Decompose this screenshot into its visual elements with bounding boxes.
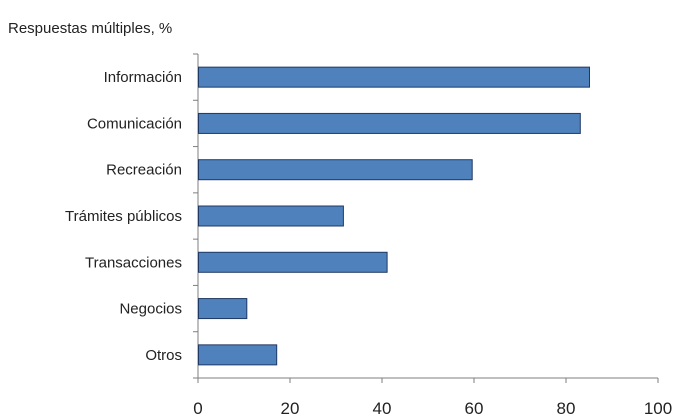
- chart-subtitle: Respuestas múltiples, %: [8, 20, 173, 37]
- bar: [198, 66, 590, 88]
- bar: [198, 112, 581, 134]
- bar: [198, 159, 473, 181]
- category-label: Información: [104, 69, 182, 86]
- bars: [198, 66, 590, 366]
- bar: [198, 298, 248, 320]
- x-tick-label: 100: [644, 399, 672, 418]
- category-label: Transacciones: [85, 254, 182, 271]
- category-labels: Información Comunicación Recreación Trámite…: [65, 69, 182, 364]
- category-label: Otros: [145, 347, 182, 364]
- x-tick-label: 40: [373, 399, 392, 418]
- tick-labels: 0 20 40 60 80 100: [193, 399, 672, 418]
- bar: [198, 205, 344, 227]
- x-tick-label: 80: [557, 399, 576, 418]
- category-label: Recreación: [106, 162, 182, 179]
- x-tick-label: 60: [465, 399, 484, 418]
- category-label: Comunicación: [87, 115, 182, 132]
- category-label: Trámites públicos: [65, 208, 182, 225]
- x-tick-label: 20: [281, 399, 300, 418]
- axes: [193, 53, 659, 383]
- bar: [198, 251, 388, 273]
- category-label: Negocios: [119, 301, 182, 318]
- x-tick-label: 0: [193, 399, 202, 418]
- bar: [198, 344, 278, 366]
